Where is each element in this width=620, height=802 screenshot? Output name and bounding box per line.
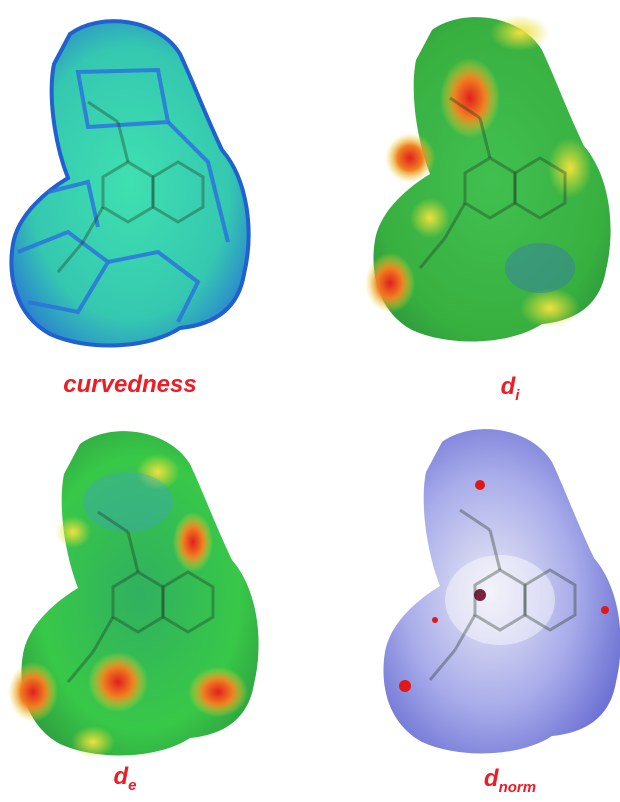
figure: curvedness di de dnorm — [0, 0, 620, 802]
de-surface — [8, 431, 259, 758]
label-text: d — [501, 373, 517, 400]
label-subscript: norm — [499, 779, 537, 796]
label-text: curvedness — [63, 371, 196, 398]
dnorm-surface — [383, 429, 620, 753]
label-text: d — [484, 765, 500, 792]
panel-label: di — [501, 373, 521, 404]
panel-label: curvedness — [63, 371, 196, 398]
di-surface — [365, 15, 611, 341]
label-text: d — [113, 763, 129, 790]
curvedness-surface — [11, 21, 248, 345]
label-subscript: e — [128, 777, 136, 794]
panel-label: dnorm — [484, 765, 536, 796]
label-subscript: i — [515, 387, 520, 404]
panel-label: de — [113, 763, 136, 794]
